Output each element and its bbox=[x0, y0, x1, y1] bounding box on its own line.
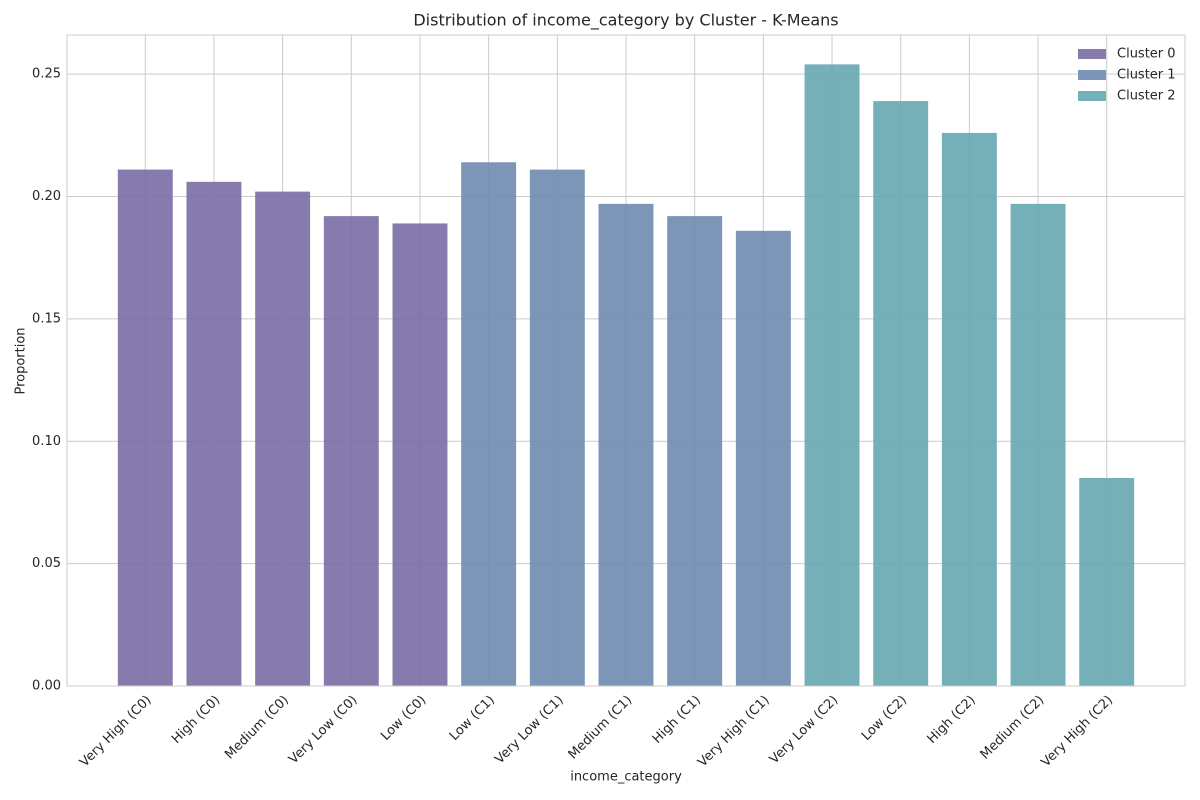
y-tick-label: 0.25 bbox=[32, 67, 61, 82]
bar bbox=[1079, 477, 1135, 686]
x-tick-label: Low (C0) bbox=[378, 693, 429, 744]
x-tick-label: High (C1) bbox=[650, 693, 704, 747]
y-tick-label: 0.15 bbox=[32, 311, 61, 326]
x-tick-label: Very High (C1) bbox=[695, 693, 772, 770]
bar bbox=[873, 101, 929, 686]
bar bbox=[117, 169, 173, 686]
legend-label: Cluster 0 bbox=[1117, 47, 1176, 62]
x-tick-label: Very High (C0) bbox=[77, 693, 154, 770]
bar bbox=[804, 64, 860, 687]
legend-swatch bbox=[1078, 91, 1106, 101]
bar bbox=[941, 132, 997, 687]
bar bbox=[667, 216, 723, 686]
bar bbox=[735, 230, 791, 686]
chart-title: Distribution of income_category by Clust… bbox=[413, 11, 838, 31]
x-tick-label: Low (C2) bbox=[859, 693, 910, 744]
bar bbox=[392, 223, 448, 686]
x-tick-label: Very High (C2) bbox=[1039, 693, 1116, 770]
x-tick-label: Very Low (C2) bbox=[767, 693, 841, 767]
plot-frame bbox=[66, 34, 1186, 687]
y-tick-label: 0.10 bbox=[32, 434, 61, 449]
x-tick-label: Low (C1) bbox=[447, 693, 498, 744]
legend-label: Cluster 2 bbox=[1117, 89, 1176, 104]
x-tick-label: Medium (C1) bbox=[566, 693, 636, 763]
legend-swatch bbox=[1078, 70, 1106, 80]
bar bbox=[323, 216, 379, 686]
x-tick-label: Medium (C0) bbox=[222, 693, 292, 763]
y-tick-label: 0.20 bbox=[32, 189, 61, 204]
bar bbox=[186, 181, 242, 686]
bar bbox=[461, 162, 517, 686]
legend-swatch bbox=[1078, 49, 1106, 59]
x-tick-label: Very Low (C1) bbox=[492, 693, 566, 767]
x-tick-label: Medium (C2) bbox=[978, 693, 1048, 763]
y-axis-label: Proportion bbox=[14, 327, 29, 394]
x-tick-label: High (C2) bbox=[925, 693, 979, 747]
y-tick-label: 0.00 bbox=[32, 679, 61, 694]
bar bbox=[1010, 203, 1066, 687]
x-tick-label: Very Low (C0) bbox=[286, 693, 360, 767]
legend-label: Cluster 1 bbox=[1117, 68, 1176, 83]
x-tick-label: High (C0) bbox=[169, 693, 223, 747]
x-axis-label: income_category bbox=[570, 770, 682, 785]
bar bbox=[255, 191, 311, 686]
bar bbox=[529, 169, 585, 686]
y-tick-label: 0.05 bbox=[32, 556, 61, 571]
bar bbox=[598, 203, 654, 687]
